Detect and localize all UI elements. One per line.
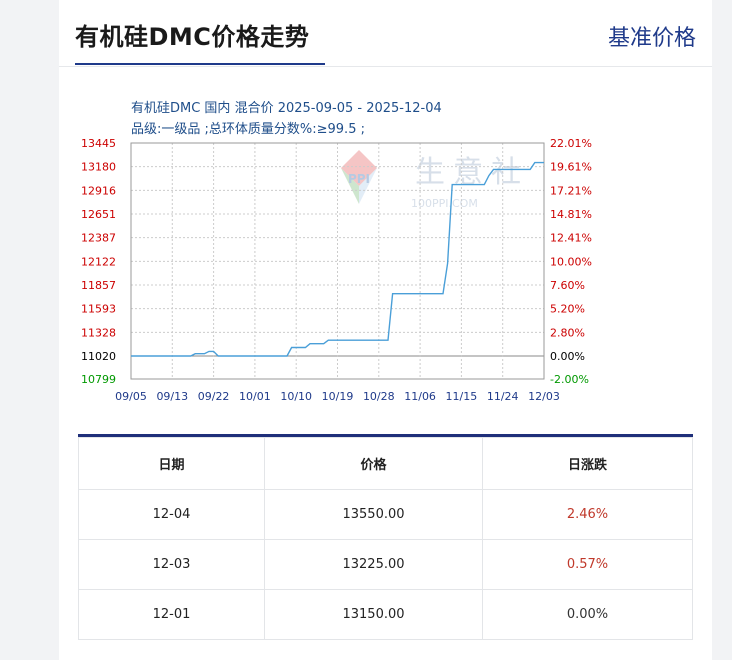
y-left-tick-label: 13180 (81, 161, 116, 174)
chart-title: 有机硅DMC 国内 混合价 2025-09-05 - 2025-12-04 (131, 100, 442, 116)
y-left-tick-label: 12122 (81, 255, 116, 268)
table-row: 12-01 13150.00 0.00% (78, 589, 693, 640)
plot-border (130, 142, 545, 380)
watermark-logo-text: PPI (348, 172, 370, 186)
row-date: 12-01 (78, 589, 265, 640)
row-price: 13550.00 (264, 489, 483, 540)
y-left-tick-label: 10799 (81, 373, 116, 386)
x-tick-label: 09/05 (115, 390, 147, 403)
price-line (131, 161, 544, 357)
column-header-price: 价格 (264, 437, 483, 490)
row-change: 2.46% (482, 489, 693, 540)
y-left-tick-label: 11328 (81, 326, 116, 339)
y-left-tick-label: 11593 (81, 303, 116, 316)
x-tick-label: 10/01 (239, 390, 271, 403)
y-right-tick-label: 0.00% (550, 350, 585, 363)
y-right-tick-label: 5.20% (550, 303, 585, 316)
y-right-tick-label: 14.81% (550, 208, 592, 221)
y-right-tick-label: -2.00% (550, 373, 589, 386)
y-left-tick-label: 12387 (81, 232, 116, 245)
card-header: 有机硅DMC价格走势 基准价格 (59, 0, 712, 67)
price-table: 日期 价格 日涨跌 12-04 13550.00 2.46% 12-03 132… (78, 434, 693, 640)
x-tick-label: 11/06 (404, 390, 436, 403)
y-left-tick-label: 13445 (81, 137, 116, 150)
row-price: 13150.00 (264, 589, 483, 640)
row-change: 0.00% (482, 589, 693, 640)
x-tick-label: 10/10 (280, 390, 312, 403)
x-tick-label: 09/22 (198, 390, 230, 403)
table-row: 12-03 13225.00 0.57% (78, 539, 693, 590)
price-chart: PPI 生意社 100PPI.COM 有机硅DMC 国内 混合价 2025-09-05… (59, 66, 712, 416)
y-right-tick-label: 12.41% (550, 232, 592, 245)
y-right-tick-label: 19.61% (550, 161, 592, 174)
row-change: 0.57% (482, 539, 693, 590)
y-right-tick-label: 2.80% (550, 326, 585, 339)
x-tick-label: 09/13 (156, 390, 188, 403)
watermark-logo (341, 150, 377, 204)
x-tick-label: 12/03 (528, 390, 560, 403)
y-left-tick-label: 12651 (81, 208, 116, 221)
y-left-tick-label: 11020 (81, 350, 116, 363)
y-right-tick-label: 22.01% (550, 137, 592, 150)
column-header-change: 日涨跌 (482, 437, 693, 490)
y-right-tick-label: 7.60% (550, 279, 585, 292)
row-date: 12-04 (78, 489, 265, 540)
benchmark-price-link[interactable]: 基准价格 (607, 26, 696, 51)
table-row: 12-04 13550.00 2.46% (78, 489, 693, 540)
x-tick-label: 10/19 (322, 390, 354, 403)
table-header-row: 日期 价格 日涨跌 (78, 437, 693, 490)
chart-subtitle: 品级:一级品 ;总环体质量分数%:≥99.5 ; (131, 122, 365, 137)
watermark-url: 100PPI.COM (411, 197, 478, 210)
y-right-tick-label: 10.00% (550, 255, 592, 268)
y-left-tick-label: 12916 (81, 184, 116, 197)
x-tick-label: 10/28 (363, 390, 395, 403)
row-date: 12-03 (78, 539, 265, 590)
column-header-date: 日期 (78, 437, 265, 490)
x-tick-label: 11/24 (487, 390, 519, 403)
y-right-tick-label: 17.21% (550, 184, 592, 197)
row-price: 13225.00 (264, 539, 483, 590)
y-left-tick-label: 11857 (81, 279, 116, 292)
price-card: 有机硅DMC价格走势 基准价格 PPI 生意社 100PPI.COM 有机硅DMC 国… (59, 0, 712, 660)
page-title: 有机硅DMC价格走势 (75, 23, 310, 51)
x-tick-label: 11/15 (446, 390, 478, 403)
title-underline (75, 63, 325, 65)
